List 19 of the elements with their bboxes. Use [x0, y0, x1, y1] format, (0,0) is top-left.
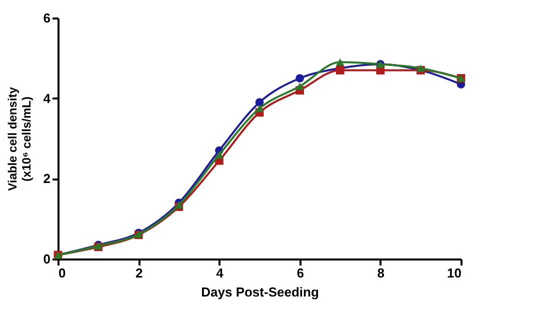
x-tick-label: 2: [135, 266, 143, 280]
y-axis-title: Viable cell density (x10⁶ cells/mL): [5, 86, 34, 191]
x-tick-label: 8: [377, 266, 385, 280]
point: [174, 201, 184, 208]
point: [416, 64, 425, 72]
y-tick-label: 4: [43, 90, 52, 106]
x-tick-label: 10: [447, 266, 462, 280]
x-axis-title: Days Post-Seeding: [201, 284, 319, 300]
point: [336, 58, 344, 66]
y-tick-label: 6: [43, 10, 50, 26]
point: [255, 98, 264, 107]
y-tick-label: 2: [43, 171, 50, 186]
x-tick-label: 6: [296, 266, 304, 280]
point: [296, 82, 304, 90]
y-tick-label: 0: [43, 252, 50, 266]
point: [296, 74, 304, 82]
point: [215, 150, 224, 158]
x-tick-label: 0: [58, 266, 66, 280]
x-tick-label: 4: [216, 266, 224, 280]
